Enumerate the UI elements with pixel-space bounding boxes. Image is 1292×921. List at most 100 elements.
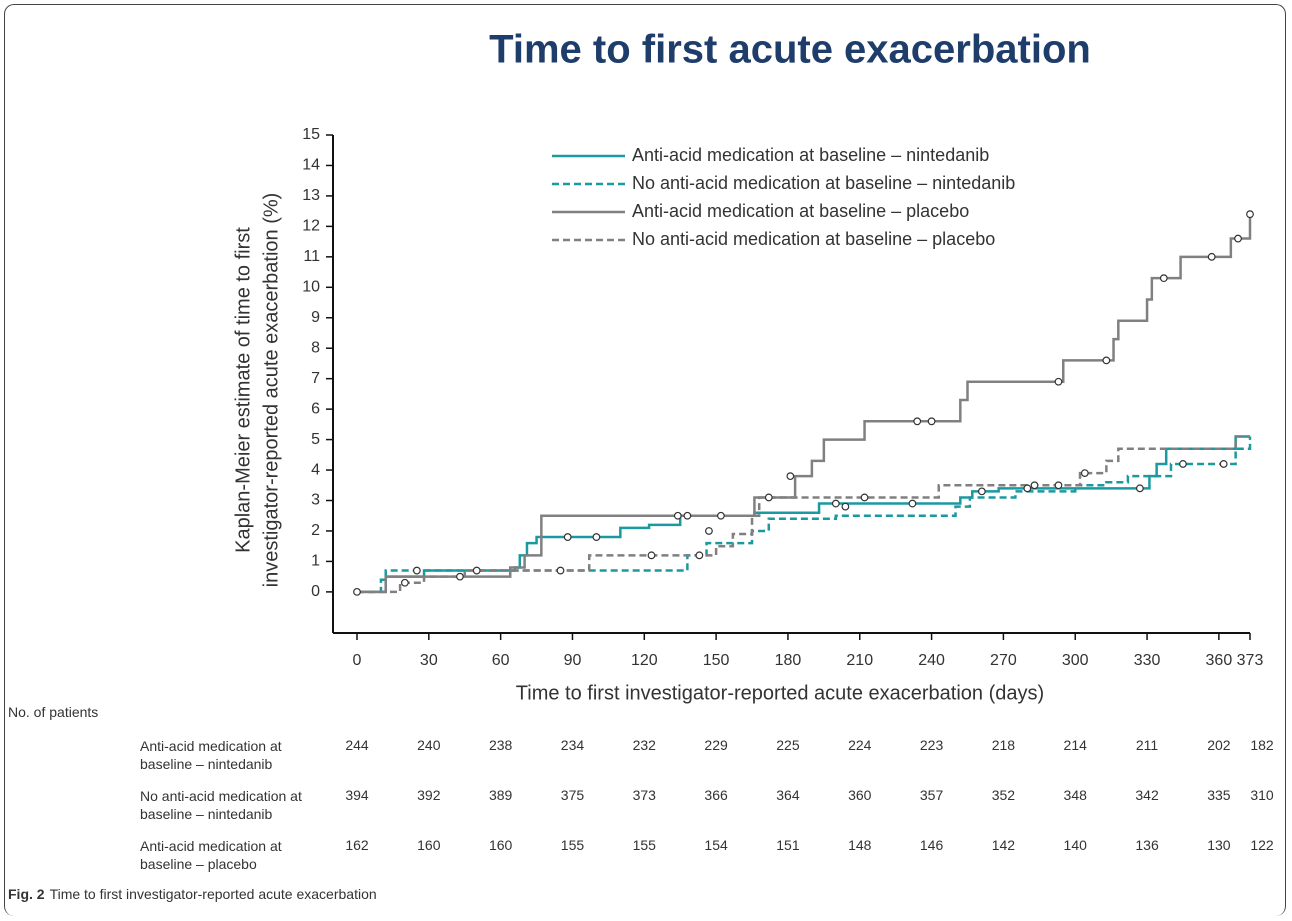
censor-mark	[472, 566, 481, 575]
y-tick-label: 4	[311, 461, 320, 478]
risk-value: 310	[1250, 787, 1274, 803]
y-tick-label: 13	[302, 187, 320, 204]
censor-mark	[1179, 460, 1187, 468]
censor-mark	[400, 578, 409, 587]
x-tick-label: 60	[492, 652, 510, 669]
x-tick-label: 120	[631, 652, 658, 669]
y-tick-label: 12	[302, 218, 320, 235]
risk-value: 392	[417, 787, 441, 803]
censor-mark	[695, 551, 704, 560]
censor-mark	[1023, 484, 1032, 493]
caption-label: Fig. 2	[8, 886, 45, 902]
censor-mark	[556, 566, 565, 575]
risk-value: 211	[1135, 737, 1159, 753]
risk-value: 155	[632, 837, 656, 853]
y-tick-label: 6	[311, 400, 320, 417]
caption: Fig. 2 Time to first investigator-reporte…	[8, 886, 377, 902]
x-tick-label: 30	[420, 652, 438, 669]
risk-value: 360	[848, 787, 872, 803]
y-tick-label: 0	[311, 583, 320, 600]
km-curve	[357, 214, 1252, 594]
risk-value: 155	[560, 837, 585, 853]
x-tick-label: 180	[775, 652, 802, 669]
legend-label: Anti-acid medication at baseline – ninte…	[632, 145, 989, 165]
y-tick-label: 10	[302, 279, 320, 296]
y-tick-label: 5	[311, 431, 320, 448]
risk-value: 240	[417, 737, 441, 753]
risk-value: 224	[848, 737, 872, 753]
risk-value: 130	[1207, 837, 1231, 853]
risk-value: 352	[991, 787, 1016, 803]
y-tick-label: 3	[311, 492, 320, 509]
censor-mark	[1080, 469, 1089, 477]
risk-value: 238	[488, 737, 513, 753]
x-tick-label: 0	[353, 652, 362, 669]
y-tick-label: 11	[303, 248, 320, 265]
risk-value: 394	[345, 787, 369, 803]
x-tick-label: 270	[990, 652, 1017, 669]
risk-value: 375	[560, 787, 585, 803]
risk-value: 202	[1207, 737, 1231, 753]
censor-mark	[1159, 274, 1168, 283]
risk-value: 142	[991, 837, 1016, 853]
risk-row-label: No anti-acid medication at baseline – ni…	[140, 788, 302, 822]
censor-mark	[908, 499, 917, 508]
x-axis-label: Time to first investigator-reported acut…	[516, 682, 1044, 704]
risk-value: 232	[632, 737, 656, 753]
censor-mark	[764, 493, 773, 502]
censor-mark	[1054, 377, 1063, 386]
y-tick-label: 14	[302, 157, 320, 174]
censor-mark	[1246, 210, 1254, 219]
risk-value: 244	[345, 737, 369, 753]
y-tick-label: 9	[311, 309, 320, 326]
caption-text: Time to first investigator-reported acut…	[49, 886, 377, 902]
x-tick-label: 360	[1206, 652, 1233, 669]
x-tick-label: 150	[703, 652, 730, 669]
risk-value: 160	[417, 837, 441, 853]
y-tick-label: 7	[311, 370, 320, 387]
censor-mark	[786, 472, 795, 481]
censor-mark	[683, 511, 692, 520]
km-curve	[357, 435, 1250, 594]
risk-value: 160	[488, 837, 513, 853]
risk-value: 148	[848, 837, 872, 853]
risk-value: 154	[704, 837, 728, 853]
legend-label: Anti-acid medication at baseline – place…	[632, 201, 969, 221]
censor-mark	[1102, 356, 1111, 365]
risk-value: 348	[1063, 787, 1087, 803]
censor-mark	[592, 533, 601, 541]
risk-value: 140	[1063, 837, 1087, 853]
y-tick-label: 1	[311, 553, 320, 570]
risk-value: 229	[704, 737, 728, 753]
y-tick-label: 15	[302, 126, 320, 143]
legend-label: No anti-acid medication at baseline – ni…	[632, 173, 1015, 193]
risk-value: 218	[991, 737, 1016, 753]
censor-mark	[831, 499, 840, 508]
risk-value: 366	[704, 787, 728, 803]
censor-mark	[1234, 234, 1242, 243]
risk-row-label: Anti-acid medication at baseline – ninte…	[140, 738, 282, 772]
censor-mark	[673, 511, 682, 520]
risk-value: 335	[1207, 787, 1231, 803]
censor-mark	[717, 511, 725, 520]
risk-value: 389	[488, 787, 513, 803]
x-tick-label: 330	[1134, 652, 1161, 669]
risk-value: 342	[1135, 787, 1159, 803]
km-curve	[357, 436, 1252, 594]
censor-mark	[563, 533, 572, 541]
km-curve	[357, 435, 1250, 594]
legend-label: No anti-acid medication at baseline – pl…	[632, 229, 995, 249]
risk-table-title: No. of patients	[8, 704, 99, 720]
x-tick-label: 373	[1237, 652, 1264, 669]
chart-title: Time to first acute exacerbation	[489, 28, 1091, 72]
censor-mark	[705, 527, 713, 535]
x-tick-label: 90	[564, 652, 582, 669]
risk-value: 373	[632, 787, 656, 803]
frame	[4, 4, 1286, 916]
risk-value: 146	[919, 837, 944, 853]
risk-value: 234	[560, 737, 585, 753]
y-axis-label: Kaplan-Meier estimate of time to first	[232, 227, 254, 553]
censor-mark	[1030, 481, 1039, 490]
censor-mark	[841, 502, 850, 511]
